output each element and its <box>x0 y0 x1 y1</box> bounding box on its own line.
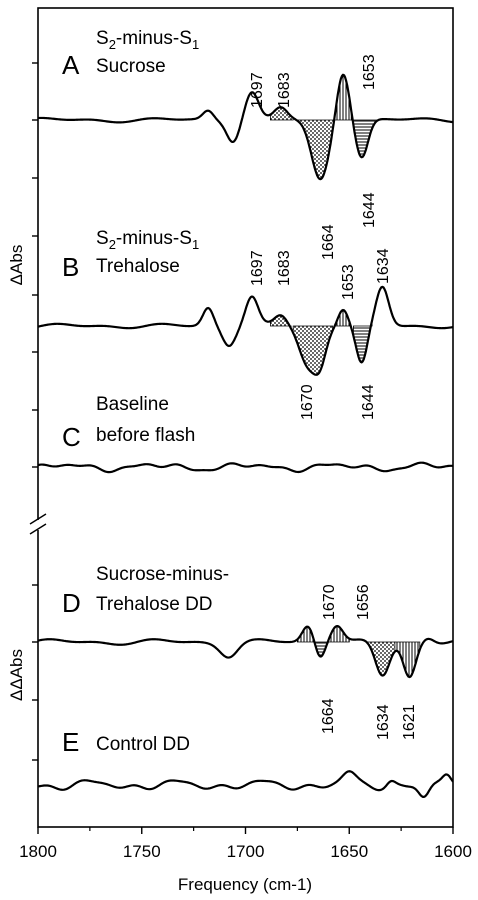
x-axis-label: Frequency (cm-1) <box>178 875 312 894</box>
y-axis-label-top: ΔAbs <box>7 245 26 286</box>
panel-e: E Control DD <box>62 727 190 757</box>
panel-letter-c: C <box>62 422 81 452</box>
trace-d <box>38 624 453 679</box>
trace-a <box>38 73 453 181</box>
panel-d: D Sucrose-minus- Trehalose DD <box>62 564 229 618</box>
panel-a: A S2-minus-S1 Sucrose <box>62 28 199 80</box>
spectra-traces <box>38 73 453 799</box>
y-axis-ticks <box>32 62 38 761</box>
axis-break-gap <box>33 520 43 530</box>
axis-break-mark <box>29 523 47 535</box>
annotation-a-1653: 1653 <box>361 54 378 90</box>
band-annotations: 1697 1683 1653 1664 1644 1697 1683 1653 … <box>249 54 418 740</box>
plot-frame <box>37 7 454 828</box>
panel-letter-e: E <box>62 727 79 757</box>
panel-c-label-line2: before flash <box>96 425 195 446</box>
x-tick-label-1700: 1700 <box>227 842 265 861</box>
annotation-b-1670: 1670 <box>299 384 316 420</box>
panel-d-label-line2: Trehalose DD <box>96 594 213 615</box>
panel-e-label-line1: Control DD <box>96 734 190 755</box>
y-axis-label-bottom: ΔΔAbs <box>7 649 26 701</box>
annotation-a-1644: 1644 <box>361 192 378 228</box>
x-tick-label-1600: 1600 <box>434 842 472 861</box>
panel-letter-a: A <box>62 50 80 80</box>
band-fills <box>270 74 421 678</box>
panel-b: B S2-minus-S1 Trehalose <box>62 228 199 282</box>
trace-b <box>38 285 453 376</box>
panel-c: C Baseline before flash <box>62 394 195 452</box>
panel-letter-b: B <box>62 252 79 282</box>
x-axis-ticks <box>37 827 454 834</box>
annotation-b-1653: 1653 <box>340 264 357 300</box>
annotation-d-1664: 1664 <box>320 698 337 734</box>
annotation-d-1634: 1634 <box>375 704 392 740</box>
x-axis-tick-labels: 1800 1750 1700 1650 1600 <box>19 842 472 861</box>
x-tick-label-1800: 1800 <box>19 842 57 861</box>
annotation-d-1621: 1621 <box>401 704 418 740</box>
annotation-b-1697: 1697 <box>249 250 266 286</box>
annotation-b-1683: 1683 <box>276 250 293 286</box>
panel-b-label-line2: Trehalose <box>96 256 180 277</box>
trace-e <box>38 770 453 799</box>
trace-c <box>38 461 453 474</box>
panel-letter-d: D <box>62 588 81 618</box>
panel-c-label-line1: Baseline <box>96 394 169 415</box>
x-tick-label-1750: 1750 <box>123 842 161 861</box>
x-tick-label-1650: 1650 <box>330 842 368 861</box>
annotation-b-1644: 1644 <box>360 384 377 420</box>
panel-d-label-line1: Sucrose-minus- <box>96 564 229 585</box>
annotation-a-1683: 1683 <box>276 72 293 108</box>
annotation-d-1656: 1656 <box>355 584 372 620</box>
annotation-a-1697: 1697 <box>249 72 266 108</box>
panel-b-label-line1: S2-minus-S1 <box>96 228 199 252</box>
annotation-d-1670: 1670 <box>321 584 338 620</box>
panel-a-label-line2: Sucrose <box>96 56 166 77</box>
axis-break-mark <box>29 513 47 525</box>
annotation-b-1634: 1634 <box>375 248 392 284</box>
fill-b-1644 <box>353 320 373 363</box>
panel-a-label-line1: S2-minus-S1 <box>96 28 199 52</box>
annotation-a-1664: 1664 <box>320 224 337 260</box>
